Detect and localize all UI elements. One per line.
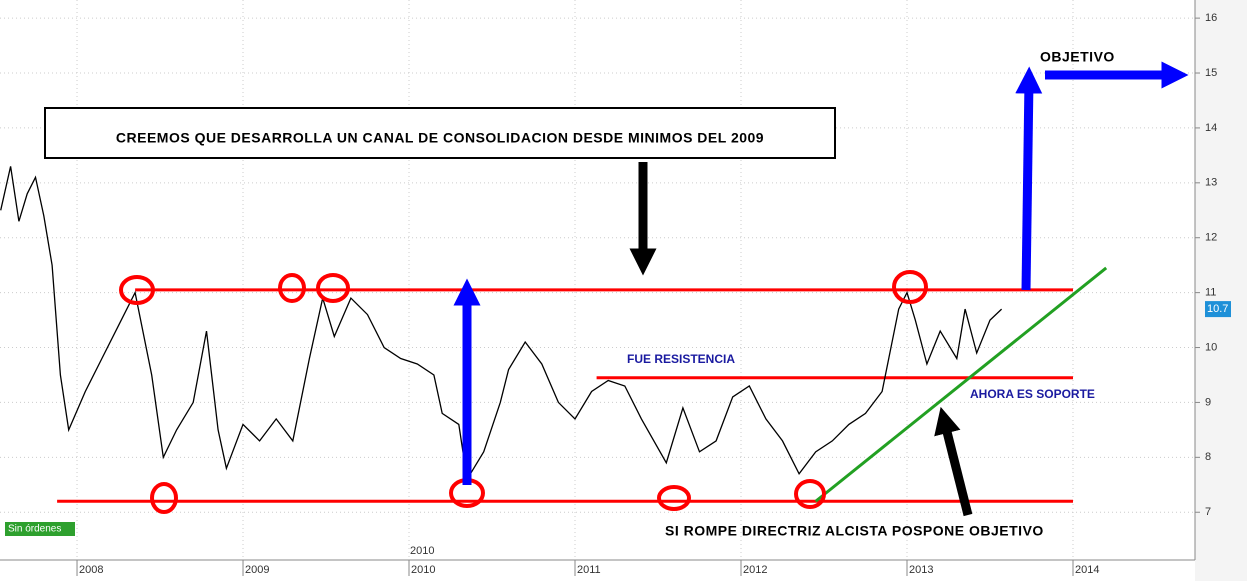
x-tick-label: 2009 (245, 564, 269, 576)
main-note: CREEMOS QUE DESARROLLA UN CANAL DE CONSO… (116, 130, 764, 146)
y-tick-label: 13 (1205, 177, 1217, 189)
y-tick-label: 10 (1205, 341, 1217, 353)
year-marker: 2010 (410, 545, 434, 557)
y-tick-label: 7 (1205, 506, 1211, 518)
circles (119, 270, 928, 514)
level-line (814, 266, 1108, 503)
y-tick-label: 11 (1205, 287, 1216, 299)
warning-note: SI ROMPE DIRECTRIZ ALCISTA POSPONE OBJET… (665, 523, 1044, 539)
x-tick-label: 2011 (577, 564, 601, 576)
y-tick-label: 14 (1205, 122, 1217, 134)
y-axis-panel (1195, 0, 1247, 581)
y-tick-label: 8 (1205, 451, 1211, 463)
support-note: AHORA ES SOPORTE (970, 387, 1095, 401)
x-tick-label: 2010 (411, 564, 435, 576)
x-tick-label: 2008 (79, 564, 103, 576)
target-note: OBJETIVO (1040, 49, 1115, 65)
last-value-box (1205, 301, 1231, 318)
orders-badge (5, 522, 75, 536)
y-tick-label: 15 (1205, 67, 1217, 79)
y-tick-label: 16 (1205, 12, 1217, 24)
y-tick-label: 12 (1205, 232, 1217, 244)
arrows (453, 61, 1189, 517)
orders-text: Sin órdenes (8, 524, 61, 535)
x-tick-label: 2014 (1075, 564, 1099, 576)
x-tick-label: 2012 (743, 564, 767, 576)
resistance-note: FUE RESISTENCIA (627, 352, 735, 366)
note-box (44, 107, 836, 159)
price-line (0, 166, 1003, 482)
y-tick-label: 9 (1205, 396, 1211, 408)
last-value-label: 10.7 (1207, 303, 1228, 315)
x-tick-label: 2013 (909, 564, 933, 576)
